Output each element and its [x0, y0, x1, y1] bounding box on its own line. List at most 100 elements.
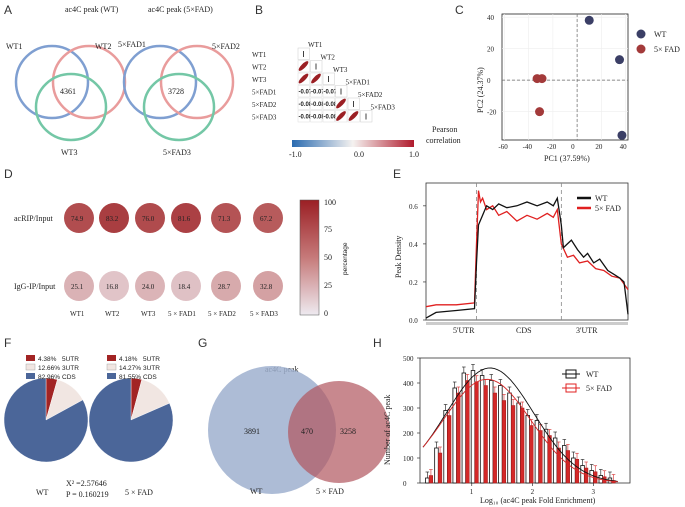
hist-bar-wt — [434, 447, 439, 484]
hist-bar-wt — [507, 392, 512, 484]
pie-fad-legend-3utr-swatch — [106, 363, 117, 371]
venn-g-fad-label: 5 × FAD — [316, 487, 344, 496]
corr-ellipse — [311, 73, 321, 84]
corr-diag-label: WT3 — [333, 66, 348, 74]
colorbar-b-tick-min: -1.0 — [289, 150, 302, 159]
hist-ytick: 400 — [403, 380, 414, 388]
hist-bar-fad — [456, 392, 461, 484]
pie-fad-legend-3utr-pct: 14.27% — [119, 365, 141, 372]
density-ytick: 0.6 — [409, 203, 418, 211]
pie-slice — [88, 377, 174, 463]
bubble-value: 83.2 — [106, 215, 119, 223]
bubble-circle — [171, 271, 201, 301]
bubble-column-label: 5 × FAD2 — [208, 310, 236, 318]
pca-ylabel: PC2 (24.37%) — [476, 67, 485, 113]
corr-cell — [310, 85, 323, 98]
colorbar-d-label: percentage — [342, 242, 349, 275]
density-legend-wt: WT — [595, 194, 608, 203]
density-region-5utr: 5'UTR — [453, 326, 475, 335]
hist-xtick: 1 — [470, 488, 474, 496]
bubble-row-label-igg: IgG-IP/Input — [14, 282, 56, 291]
pca-xtick: 40 — [620, 143, 628, 151]
colorbar-d-tick-75: 75 — [324, 225, 332, 234]
pie-stat-p: P = 0.160219 — [66, 490, 109, 499]
colorbar-b — [292, 140, 414, 147]
hist-bar-fad — [492, 392, 497, 484]
pca-point — [584, 15, 594, 25]
hist-bar-wt — [498, 385, 503, 484]
pie-wt-legend-cds-label: CDS — [62, 374, 76, 381]
corr-value: -0.07 — [311, 90, 325, 96]
bubble-circle — [211, 203, 241, 233]
panel-d-bubble: 74.9 83.2 76.0 81.6 71.3 67.2 25.1 16.8 24.0 18.4… — [64, 203, 283, 318]
corr-value: -0.08 — [299, 115, 313, 121]
bubble-value: 24.0 — [142, 283, 155, 291]
venn-fad3-circle — [142, 72, 216, 142]
hist-xlabel: Log₁₀ (ac4C peak Fold Enrichment) — [480, 496, 596, 505]
venn-fad-center-value: 3728 — [168, 87, 184, 96]
pie-fad-legend-cds-swatch — [107, 373, 116, 379]
bubble-value: 76.0 — [142, 215, 155, 223]
bubble-value: 18.4 — [178, 283, 191, 291]
pie-wt-legend-cds-pct: 82.96% — [38, 374, 60, 381]
colorbar-b-tick-max: 1.0 — [409, 150, 419, 159]
density-ytick: 0.2 — [409, 279, 418, 287]
corr-ellipse — [298, 61, 309, 71]
hist-bar-fad — [565, 450, 570, 484]
pie-wt-legend-5utr-pct: 4.38% — [38, 356, 57, 363]
pie-fad-legend: 4.18% 5UTR 14.27% 3UTR 81.55% CDS — [106, 355, 160, 381]
density-ylabel: Peak Density — [394, 236, 403, 278]
hist-bar-wt — [489, 380, 494, 484]
venn-wt2-label: WT2 — [95, 42, 111, 51]
venn-g-wt-only: 3891 — [244, 427, 260, 436]
venn-wt-center-value: 4361 — [60, 87, 76, 96]
panel-b-correlation: WT1 WT2 WT3 5×FAD1 5×FAD2 5×FAD3 WT1 WT2 WT3 -0.0… — [252, 41, 396, 123]
pca-legend-wt-marker — [636, 29, 646, 39]
corr-diag-label: WT2 — [321, 54, 336, 62]
hist-ytick: 0 — [403, 480, 407, 488]
density-line — [425, 196, 629, 319]
bubble-circle — [211, 271, 241, 301]
hist-fit-curve — [422, 367, 618, 482]
corr-row-label: WT1 — [252, 51, 267, 59]
corr-cell — [322, 85, 335, 98]
bubble-circle — [135, 271, 165, 301]
corr-cell — [297, 85, 310, 98]
pca-point — [615, 55, 625, 65]
hist-bar-fad — [428, 475, 433, 484]
hist-bar-fad — [520, 407, 525, 484]
hist-bar-wt — [470, 370, 476, 484]
corr-diag-label: 5×FAD1 — [346, 79, 371, 87]
venn-fad1-label: 5×FAD1 — [118, 40, 146, 49]
bubble-row-label-acrip: acRIP/Input — [14, 214, 53, 223]
panel-label-g: G — [198, 336, 207, 350]
bubble-column-label: 5 × FAD3 — [250, 310, 278, 318]
bubble-value: 74.9 — [71, 215, 84, 223]
pie-slice — [3, 377, 89, 463]
panel-label-c: C — [455, 3, 464, 17]
venn-wt1-circle — [14, 44, 90, 120]
hist-bar-fad — [465, 380, 470, 484]
colorbar-d-tick-25: 25 — [324, 281, 332, 290]
hist-bar-fad — [483, 385, 488, 484]
bubble-value: 16.8 — [106, 283, 119, 291]
hist-bar-wt — [543, 428, 549, 484]
pca-xtick: -40 — [523, 143, 533, 151]
pca-point — [537, 74, 547, 84]
density-ytick: 0.0 — [409, 317, 418, 325]
hist-bar-wt — [516, 402, 521, 484]
corr-row-label: 5×FAD2 — [252, 101, 277, 109]
corr-cell — [322, 110, 335, 123]
corr-ellipse — [336, 98, 346, 109]
hist-bar-wt — [443, 410, 448, 484]
colorbar-d-tick-100: 100 — [324, 198, 336, 207]
pca-ytick: 0 — [487, 77, 491, 85]
bubble-column-label: WT1 — [70, 310, 85, 318]
venn-g-overlap: 470 — [301, 427, 313, 436]
corr-diag-label: 5×FAD3 — [371, 104, 396, 112]
corr-value: -0.08 — [311, 115, 325, 121]
bubble-circle — [64, 203, 94, 233]
pie-legend-cds-swatch — [26, 373, 35, 379]
colorbar-d-tick-50: 50 — [324, 253, 332, 262]
